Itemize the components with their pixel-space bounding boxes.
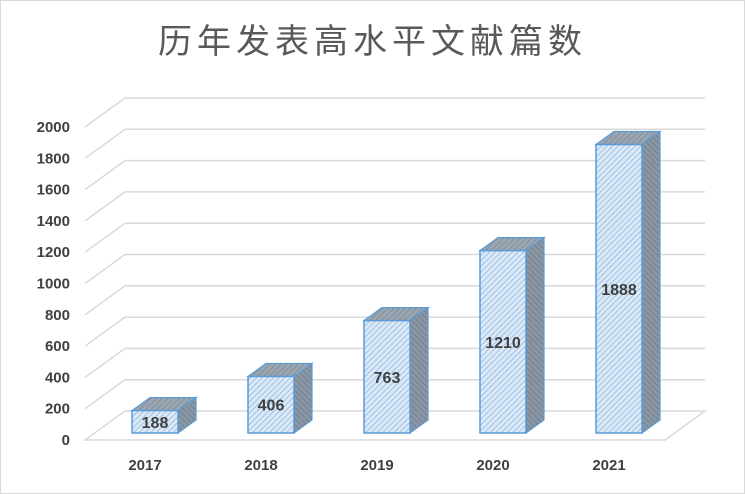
x-tick-label: 2018 bbox=[244, 457, 277, 474]
bar-2020 bbox=[478, 236, 546, 435]
gridline-side bbox=[84, 128, 126, 159]
y-tick-label: 400 bbox=[45, 369, 70, 386]
data-label: 1888 bbox=[601, 282, 637, 299]
y-tick-label: 1000 bbox=[37, 276, 70, 293]
bar bbox=[247, 375, 295, 434]
y-tick-label: 1800 bbox=[37, 150, 70, 167]
gridline-side bbox=[84, 347, 126, 379]
y-tick-label: 200 bbox=[45, 401, 70, 418]
gridline-side bbox=[84, 159, 126, 191]
y-tick-label: 1200 bbox=[37, 244, 70, 261]
bars: 188 406 763 1210 1888 bbox=[130, 130, 662, 435]
x-tick-label: 2021 bbox=[592, 457, 625, 474]
y-tick-label: 1400 bbox=[37, 213, 70, 230]
y-axis: 0 200 400 600 800 1000 1200 1400 1600 1800 2000 bbox=[37, 119, 70, 449]
chart-title: 历年发表高水平文献篇数 bbox=[158, 22, 587, 62]
bar bbox=[479, 249, 527, 434]
gridline-side bbox=[84, 191, 126, 222]
y-tick-label: 600 bbox=[45, 338, 70, 355]
x-tick-label: 2017 bbox=[128, 457, 161, 474]
gridline-side bbox=[84, 253, 126, 285]
bar-side bbox=[525, 236, 545, 435]
y-tick-label: 0 bbox=[62, 432, 70, 449]
bar-2018 bbox=[246, 362, 314, 435]
gridline-side bbox=[84, 316, 126, 347]
floor bbox=[82, 410, 708, 441]
bar-side bbox=[409, 306, 429, 435]
data-label: 763 bbox=[374, 370, 401, 387]
y-tick-label: 800 bbox=[45, 307, 70, 324]
bar bbox=[131, 409, 179, 434]
y-tick-label: 1600 bbox=[37, 182, 70, 199]
data-label: 406 bbox=[258, 398, 285, 415]
bar bbox=[595, 143, 643, 434]
data-label: 188 bbox=[142, 415, 169, 432]
bar-2021 bbox=[594, 130, 662, 435]
x-axis: 2017 2018 2019 2020 2021 bbox=[128, 457, 625, 474]
bar-2017 bbox=[130, 396, 198, 435]
bar bbox=[363, 319, 411, 434]
x-tick-label: 2019 bbox=[360, 457, 393, 474]
gridline-side bbox=[84, 285, 126, 316]
x-tick-label: 2020 bbox=[476, 457, 509, 474]
gridline-side bbox=[84, 97, 126, 128]
y-tick-label: 2000 bbox=[37, 119, 70, 136]
data-label: 1210 bbox=[485, 335, 521, 352]
bar-2019 bbox=[362, 306, 430, 435]
gridline-side bbox=[84, 222, 126, 253]
gridline-side bbox=[84, 379, 126, 410]
bar-side bbox=[641, 130, 661, 435]
